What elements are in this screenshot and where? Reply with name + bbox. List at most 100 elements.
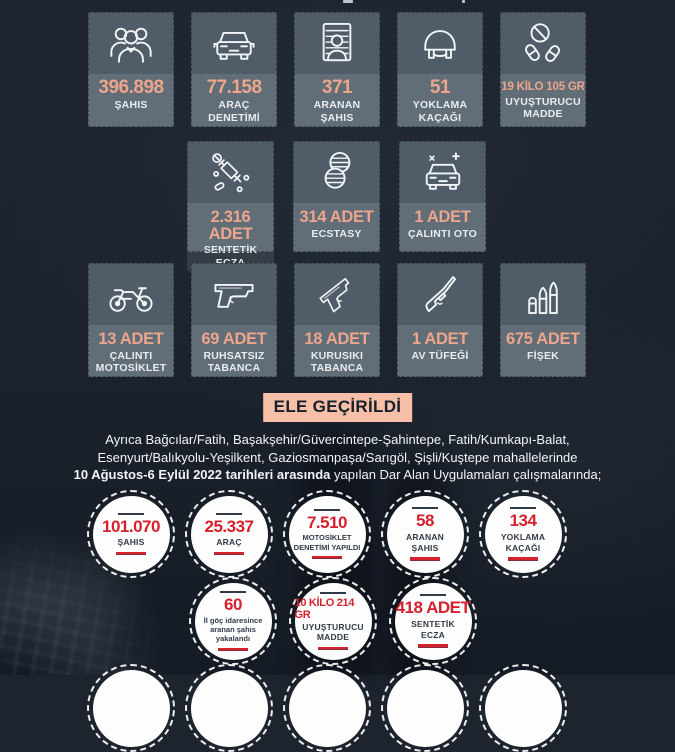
intro-date-range: 10 Ağustos-6 Eylül 2022 tarihleri arasın… bbox=[73, 467, 331, 482]
stat-box-kurusiki-tabanca: 18 ADET KURUSIKI TABANCA bbox=[294, 263, 380, 377]
stat-box-row-2: 2.316 ADET SENTETİK ECZA 314 ADET ECSTAS… bbox=[187, 141, 486, 272]
stat-box-ruhsatsiz-tabanca: 69 ADET RUHSATSIZ TABANCA bbox=[191, 263, 277, 377]
stat-box-fisek: 675 ADET FİŞEK bbox=[500, 263, 586, 377]
stat-value: 51 bbox=[429, 77, 451, 98]
stat-circle-clipped bbox=[479, 664, 567, 752]
stat-circle-disc bbox=[484, 669, 562, 747]
stat-circle-clipped bbox=[381, 664, 469, 752]
stat-circle-clipped bbox=[283, 664, 371, 752]
stat-box-text: 18 ADET KURUSIKI TABANCA bbox=[294, 325, 380, 377]
stat-value: 19 KİLO 105 GR bbox=[501, 81, 585, 93]
stat-circle-row-2: 60 İl göç idaresince aranan şahıs yakala… bbox=[189, 577, 477, 665]
stat-circle-disc: 58 ARANAN ŞAHIS bbox=[386, 495, 464, 573]
stat-value: 13 ADET bbox=[98, 330, 164, 348]
stat-box-text: 675 ADET FİŞEK bbox=[500, 325, 586, 377]
bullets-icon bbox=[500, 263, 586, 325]
stat-value: 18 ADET bbox=[304, 330, 370, 348]
stat-value: 1 ADET bbox=[414, 208, 471, 226]
top-tick bbox=[314, 508, 340, 511]
pistol-angled-icon bbox=[294, 263, 380, 325]
stat-label: KURUSIKI TABANCA bbox=[310, 349, 364, 375]
bottom-tick bbox=[312, 555, 342, 560]
stat-value: 77.158 bbox=[206, 77, 262, 98]
intro-line-3-rest: yapılan Dar Alan Uygulamaları çalışmalar… bbox=[330, 467, 602, 482]
stat-circle-disc bbox=[190, 669, 268, 747]
stat-label: AV TÜFEĞİ bbox=[411, 349, 469, 362]
top-tick bbox=[412, 507, 438, 510]
stat-box-av-tufegi: 1 ADET AV TÜFEĞİ bbox=[397, 263, 483, 377]
stat-box-arac-denetimi: 77.158 ARAÇ DENETİMİ bbox=[191, 12, 277, 127]
stat-label: ÇALINTI MOTOSİKLET bbox=[95, 349, 167, 375]
stat-value: 1 ADET bbox=[411, 330, 469, 348]
stat-circle-sahis: 101.070 ŞAHIS bbox=[87, 490, 175, 578]
top-tick bbox=[510, 507, 536, 510]
stat-circle-value: 101.070 bbox=[102, 516, 160, 536]
stat-circle-label: ARANAN ŞAHIS bbox=[405, 531, 445, 553]
stat-value: 675 ADET bbox=[505, 330, 581, 348]
stat-label: ARAÇ DENETİMİ bbox=[208, 99, 260, 124]
stat-box-sahis: 396.898 ŞAHIS bbox=[88, 12, 174, 127]
stat-circle-yoklama-kacagi: 134 YOKLAMA KAÇAĞI bbox=[479, 490, 567, 578]
ecstasy-icon bbox=[293, 141, 380, 203]
stat-circle-disc bbox=[92, 669, 170, 747]
bottom-tick bbox=[218, 647, 248, 652]
stat-circle-label: ŞAHIS bbox=[117, 537, 145, 548]
stat-value: 371 bbox=[321, 77, 353, 98]
stat-box-text: 77.158 ARAÇ DENETİMİ bbox=[191, 74, 277, 127]
stat-circle-arac: 25.337 ARAÇ bbox=[185, 490, 273, 578]
stolen-car-icon bbox=[399, 141, 486, 203]
pistol-icon bbox=[191, 263, 277, 325]
stat-circle-disc: 134 YOKLAMA KAÇAĞI bbox=[484, 495, 562, 573]
stat-label: UYUŞTURUCU MADDE bbox=[505, 95, 581, 121]
stat-circle-label: UYUŞTURUCU MADDE bbox=[302, 621, 364, 643]
car-icon bbox=[191, 12, 277, 74]
stat-box-text: 51 YOKLAMA KAÇAĞI bbox=[397, 74, 483, 127]
bottom-tick bbox=[214, 551, 244, 556]
stat-box-text: 13 ADET ÇALINTI MOTOSİKLET bbox=[88, 325, 174, 377]
intro-line-1: Ayrıca Bağcılar/Fatih, Başakşehir/Güverc… bbox=[105, 432, 570, 447]
stat-circle-label: SENTETİK ECZA bbox=[411, 618, 455, 640]
top-tick bbox=[118, 512, 144, 515]
intro-line-3: 10 Ağustos-6 Eylül 2022 tarihleri arasın… bbox=[0, 466, 675, 484]
stat-circle-disc: 10 KİLO 214 GR UYUŞTURUCU MADDE bbox=[294, 582, 372, 660]
stat-circle-disc: 60 İl göç idaresince aranan şahıs yakala… bbox=[194, 582, 272, 660]
stat-box-calinti-motosiklet: 13 ADET ÇALINTI MOTOSİKLET bbox=[88, 263, 174, 377]
stat-circle-goc-idaresi: 60 İl göç idaresince aranan şahıs yakala… bbox=[189, 577, 277, 665]
rifle-icon bbox=[397, 263, 483, 325]
stat-label: ECSTASY bbox=[311, 227, 362, 240]
stat-circle-value: 418 ADET bbox=[395, 598, 471, 618]
stat-label: FİŞEK bbox=[527, 349, 559, 362]
bottom-tick bbox=[318, 646, 348, 651]
stat-circle-disc: 418 ADET SENTETİK ECZA bbox=[394, 582, 472, 660]
stat-circle-disc bbox=[288, 669, 366, 747]
top-tick bbox=[220, 590, 246, 593]
bottom-tick bbox=[508, 557, 538, 561]
stat-value: 69 ADET bbox=[201, 330, 267, 348]
stat-circle-label: ARAÇ bbox=[216, 537, 242, 548]
stat-box-ecstasy: 314 ADET ECSTASY bbox=[293, 141, 380, 252]
stat-circle-value: 7.510 bbox=[306, 512, 348, 532]
clipped-text-remnant bbox=[462, 0, 465, 3]
stat-label: ŞAHIS bbox=[114, 99, 148, 111]
motorcycle-icon bbox=[88, 263, 174, 325]
stat-circle-disc bbox=[386, 669, 464, 747]
top-tick bbox=[420, 594, 446, 597]
syringe-pills-icon bbox=[187, 141, 274, 203]
stat-circle-value: 25.337 bbox=[204, 516, 255, 536]
stat-box-sentetik-ecza: 2.316 ADET SENTETİK ECZA bbox=[187, 141, 274, 272]
stat-circle-row-1: 101.070 ŞAHIS 25.337 ARAÇ 7.510 MOTOSİKL… bbox=[87, 490, 567, 578]
stat-circle-motosiklet-denetimi: 7.510 MOTOSİKLET DENETİMİ YAPILDI bbox=[283, 490, 371, 578]
mugshot-icon bbox=[294, 12, 380, 74]
stat-box-aranan-sahis: 371 ARANAN ŞAHIS bbox=[294, 12, 380, 127]
stat-label: YOKLAMA KAÇAĞI bbox=[412, 99, 468, 124]
stat-circle-label: MOTOSİKLET DENETİMİ YAPILDI bbox=[293, 533, 361, 552]
bottom-tick bbox=[410, 557, 440, 561]
stat-box-text: 19 KİLO 105 GR UYUŞTURUCU MADDE bbox=[500, 74, 586, 127]
stat-box-text: 396.898 ŞAHIS bbox=[88, 74, 174, 127]
stat-circle-label: İl göç idaresince aranan şahıs yakalandı bbox=[203, 615, 263, 644]
stat-box-calinti-oto: 1 ADET ÇALINTI OTO bbox=[399, 141, 486, 252]
stat-circle-aranan-sahis: 58 ARANAN ŞAHIS bbox=[381, 490, 469, 578]
stat-circle-disc: 101.070 ŞAHIS bbox=[92, 495, 170, 573]
clipped-text-remnant bbox=[343, 0, 353, 3]
helmet-icon bbox=[397, 12, 483, 74]
